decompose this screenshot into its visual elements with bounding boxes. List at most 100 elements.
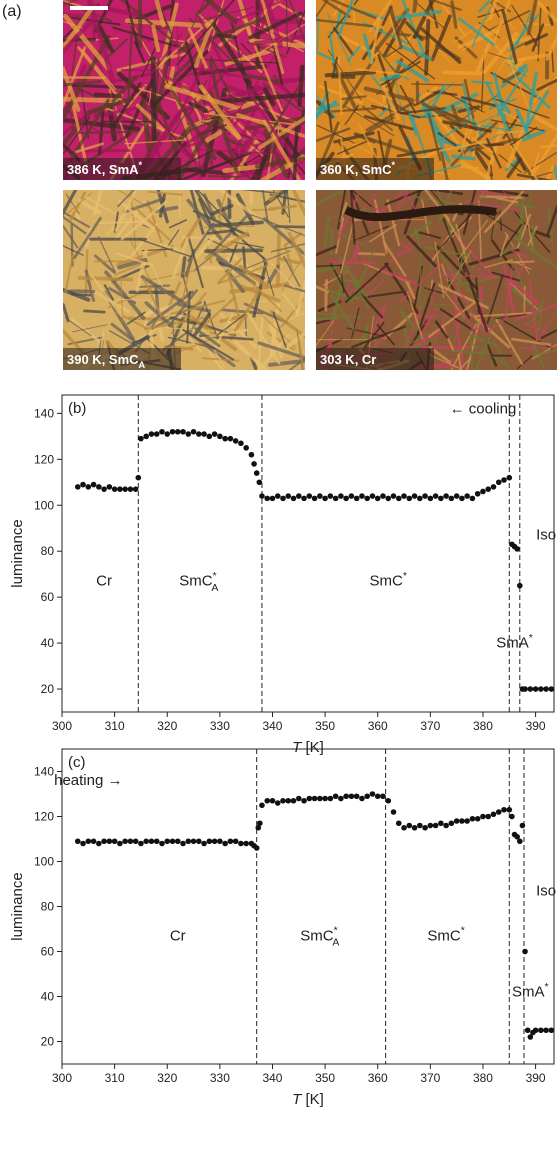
x-tick-label: 350: [315, 719, 335, 733]
texture: [120, 280, 124, 322]
texture: [316, 245, 338, 257]
texture: [407, 108, 418, 136]
x-tick-label: 390: [526, 1071, 546, 1085]
data-point: [85, 484, 92, 490]
texture: [363, 291, 404, 299]
data-point: [280, 797, 286, 804]
texture: [208, 18, 252, 85]
data-point: [453, 493, 460, 499]
data-point: [453, 818, 460, 824]
plot-frame: [61, 394, 555, 713]
texture: [424, 287, 444, 295]
texture: [492, 0, 511, 46]
texture: [363, 115, 415, 131]
texture: [524, 206, 533, 246]
data-point: [522, 686, 528, 692]
texture: [289, 312, 305, 320]
texture: [168, 86, 217, 161]
texture: [460, 165, 480, 170]
texture: [514, 303, 557, 321]
data-point: [514, 546, 520, 552]
texture: [316, 190, 343, 206]
texture: [273, 0, 305, 21]
texture: [84, 269, 96, 302]
data-point: [548, 1027, 555, 1034]
texture: [63, 224, 79, 249]
texture: [285, 0, 288, 48]
data-point: [448, 495, 455, 502]
texture: [428, 105, 477, 126]
texture: [344, 262, 389, 304]
data-point: [469, 495, 476, 502]
texture: [167, 281, 182, 308]
texture: [204, 248, 264, 254]
texture: [283, 243, 294, 272]
label-bg: [63, 348, 181, 370]
data-point: [369, 493, 376, 499]
texture: [440, 263, 449, 283]
superscript: *: [392, 160, 396, 170]
texture: [222, 164, 262, 174]
texture: [316, 127, 351, 143]
data-point: [274, 493, 281, 499]
data-point: [217, 838, 223, 845]
texture: [167, 289, 198, 327]
texture: [414, 0, 447, 31]
y-tick-label: 140: [34, 406, 54, 420]
texture: [330, 294, 355, 331]
texture: [344, 104, 360, 126]
panel-label: (b): [68, 400, 86, 417]
data-point: [74, 838, 81, 845]
texture: [379, 73, 401, 82]
texture: [539, 144, 557, 149]
data-point: [369, 791, 376, 797]
data-point: [238, 440, 244, 447]
texture: [171, 237, 190, 279]
data-point: [490, 484, 497, 490]
texture: [207, 175, 242, 178]
texture: [401, 0, 425, 56]
data-point: [390, 809, 397, 815]
texture: [353, 225, 390, 242]
data-point: [259, 493, 265, 499]
texture: [63, 12, 84, 18]
y-tick-label: 60: [41, 945, 55, 959]
texture: [451, 154, 476, 161]
data-point: [227, 838, 234, 845]
texture: [509, 126, 538, 146]
y-tick-label: 20: [41, 682, 55, 696]
texture: [137, 238, 192, 258]
texture: [316, 285, 330, 294]
texture: [184, 40, 207, 105]
texture: [386, 199, 401, 247]
y-tick-label: 20: [41, 1035, 55, 1049]
data-point: [138, 435, 144, 442]
texture: [297, 335, 305, 370]
texture: [255, 156, 305, 169]
texture: [269, 310, 305, 339]
texture: [284, 284, 305, 293]
texture: [463, 121, 498, 154]
texture: [201, 265, 228, 271]
annotation: SmC* A: [300, 925, 339, 949]
texture: [127, 22, 134, 106]
annotation-text: heating →: [54, 772, 122, 789]
texture: [324, 80, 333, 132]
texture: [340, 216, 356, 274]
data-point: [411, 493, 418, 499]
data-point: [327, 493, 334, 499]
texture: [425, 306, 439, 327]
texture: [196, 148, 268, 155]
data-point: [524, 1027, 531, 1034]
texture: [491, 97, 550, 119]
texture: [143, 316, 205, 331]
texture: [495, 318, 524, 365]
texture: [489, 164, 493, 180]
texture: [182, 328, 235, 361]
y-tick-label: 80: [41, 900, 55, 914]
texture: [135, 248, 148, 292]
texture: [272, 311, 287, 349]
texture: [117, 190, 136, 208]
texture: [488, 0, 498, 21]
texture: [518, 196, 525, 242]
